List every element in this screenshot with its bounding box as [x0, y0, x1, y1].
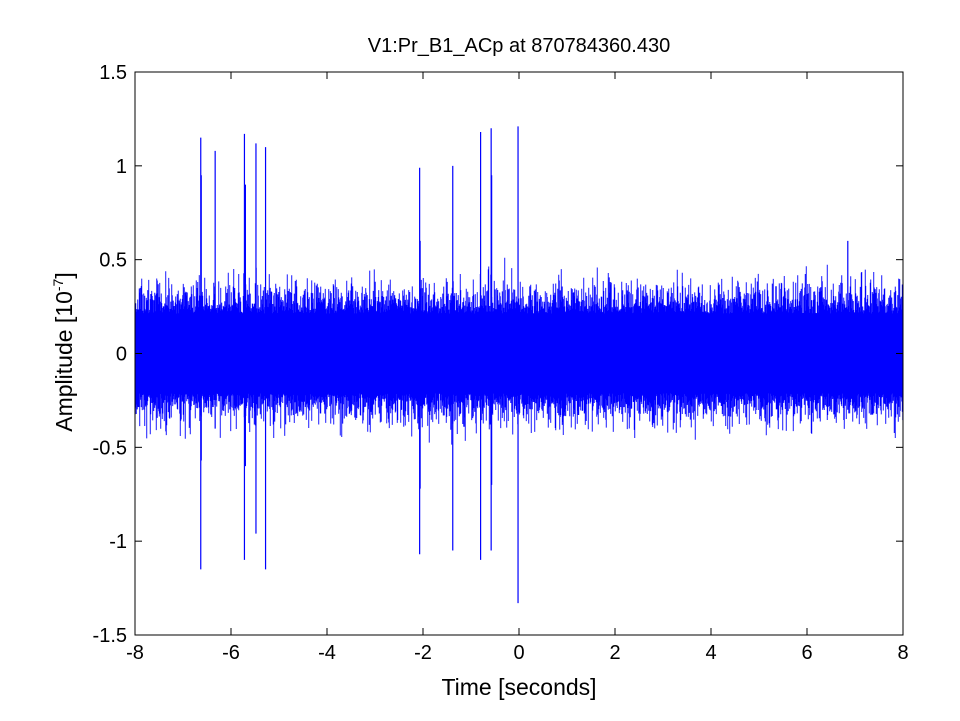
signal-noise-core: [135, 315, 903, 392]
x-tick-label: 6: [801, 642, 812, 664]
x-tick-label: -6: [222, 642, 240, 664]
x-tick-label: -8: [126, 642, 144, 664]
y-tick-label: 0.5: [99, 250, 127, 272]
y-axis-label-main: Amplitude [10: [51, 291, 77, 432]
x-tick-label: 0: [513, 642, 524, 664]
y-tick-label: -1.5: [93, 625, 127, 647]
x-tick-label: -4: [318, 642, 336, 664]
x-tick-label: 8: [897, 642, 908, 664]
chart-title: V1:Pr_B1_ACp at 870784360.430: [368, 35, 670, 57]
signal-trace: [134, 126, 904, 604]
x-tick-label: 2: [609, 642, 620, 664]
y-tick-label: 0: [116, 344, 127, 366]
x-tick-label: -2: [414, 642, 432, 664]
y-axis-label-close: ]: [51, 272, 77, 278]
x-axis-label: Time [seconds]: [441, 674, 596, 700]
y-tick-label: 1: [116, 156, 127, 178]
axis-ticks: -8 -6 -4 -2 0 2 4 6 8 -1.5 -1 -0.5 0 0.5 1 1.5: [93, 62, 909, 664]
y-tick-label: 1.5: [99, 62, 127, 84]
svg-text:Amplitude [10-7]: Amplitude [10-7]: [50, 272, 77, 431]
x-tick-label: 4: [705, 642, 716, 664]
y-tick-label: -1: [109, 531, 127, 553]
y-axis-label-exponent: -7: [50, 278, 66, 291]
y-axis-label: Amplitude [10-7]: [50, 272, 77, 431]
y-tick-label: -0.5: [93, 437, 127, 459]
